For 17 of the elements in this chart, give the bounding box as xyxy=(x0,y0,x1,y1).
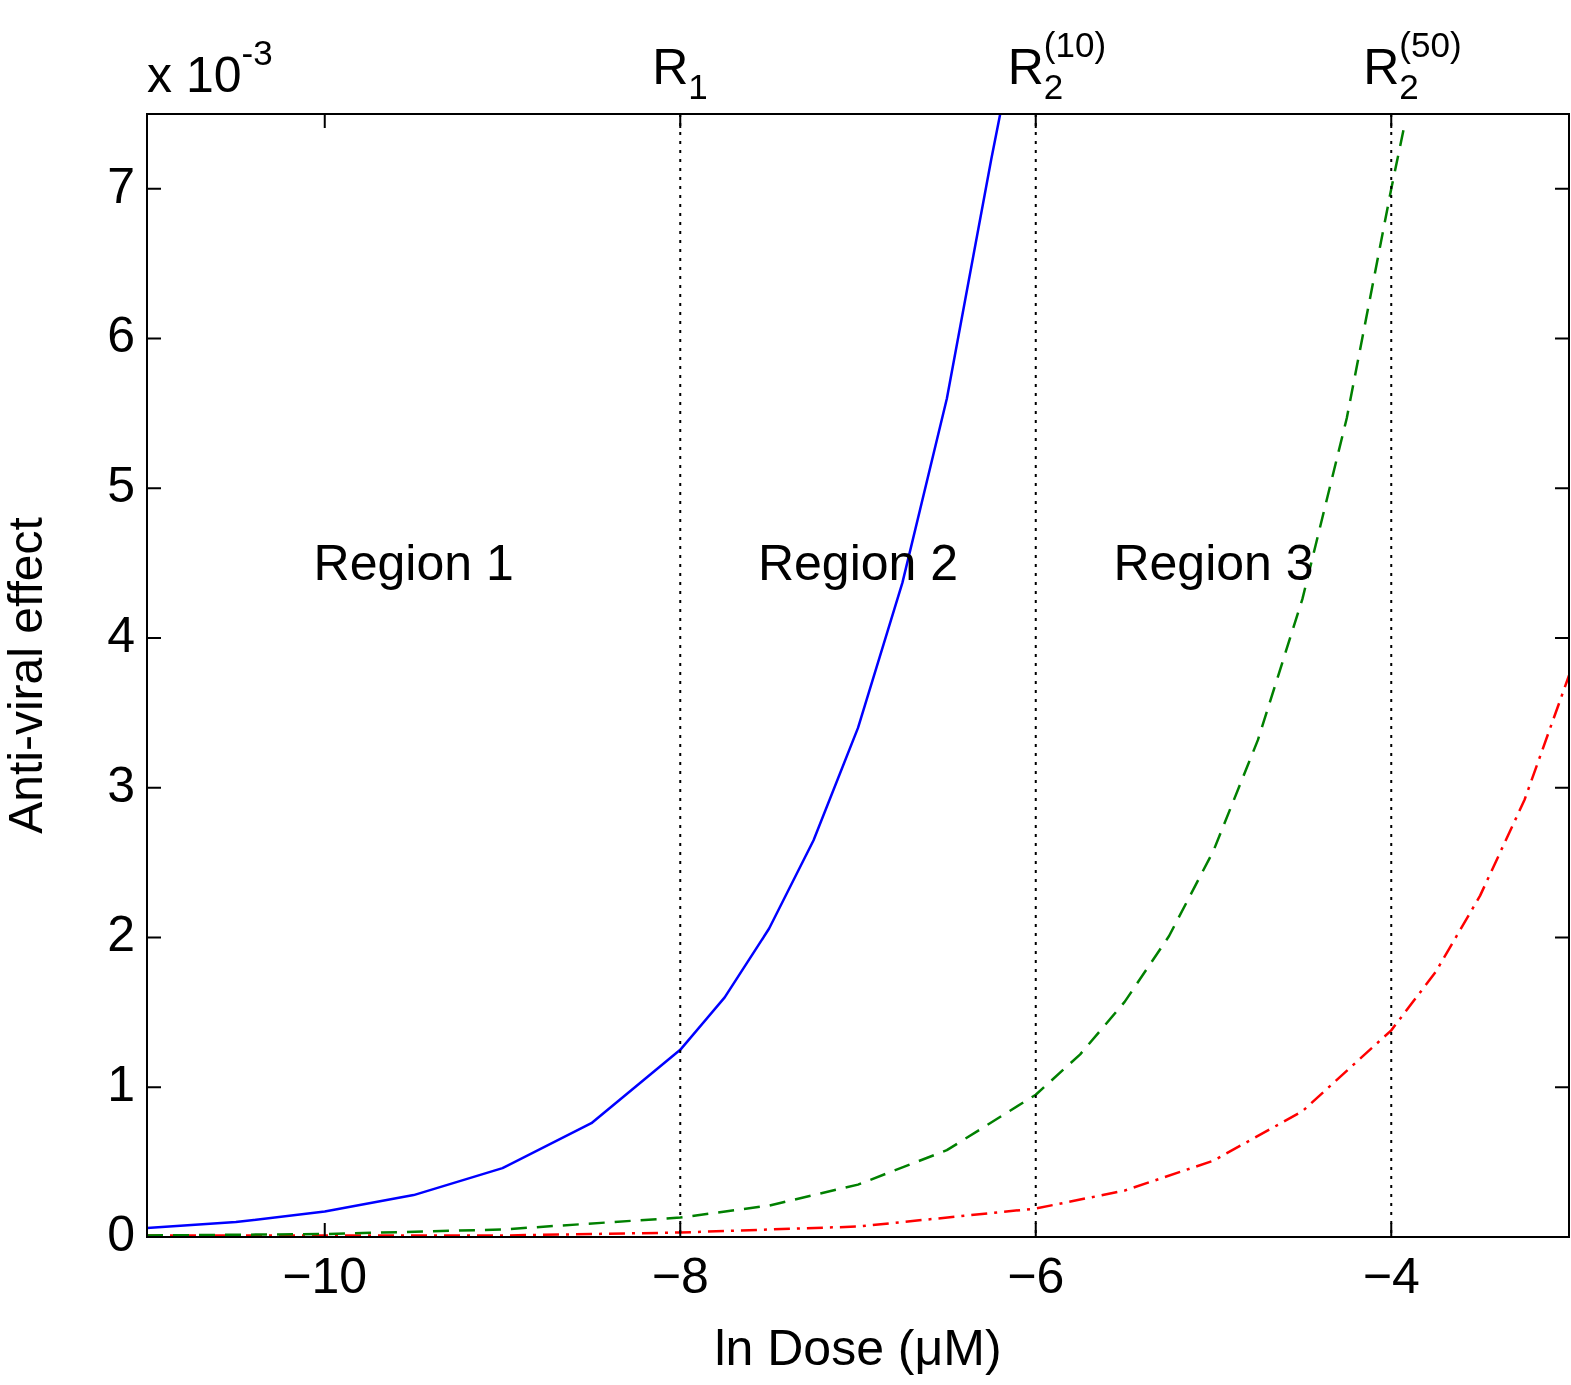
annotation: Region 1 xyxy=(313,535,514,592)
x-tick-label: −10 xyxy=(282,1247,368,1304)
y-tick-label: 4 xyxy=(107,606,135,663)
y-tick-label: 0 xyxy=(107,1205,135,1262)
x-axis-title: ln Dose (μM) xyxy=(714,1319,1002,1376)
annotation: Region 3 xyxy=(1113,535,1314,592)
x-tick-label: −8 xyxy=(651,1247,709,1304)
y-tick-label: 6 xyxy=(107,307,135,364)
y-tick-label: 3 xyxy=(107,756,135,813)
x-tick-label: −4 xyxy=(1362,1247,1420,1304)
y-tick-label: 5 xyxy=(107,457,135,514)
y-tick-label: 1 xyxy=(107,1056,135,1113)
y-axis-title: Anti-viral effect xyxy=(0,517,53,834)
y-tick-label: 2 xyxy=(107,906,135,963)
x-tick-label: −6 xyxy=(1007,1247,1065,1304)
line-series xyxy=(147,127,1405,1237)
y-tick-label: 7 xyxy=(107,157,135,214)
